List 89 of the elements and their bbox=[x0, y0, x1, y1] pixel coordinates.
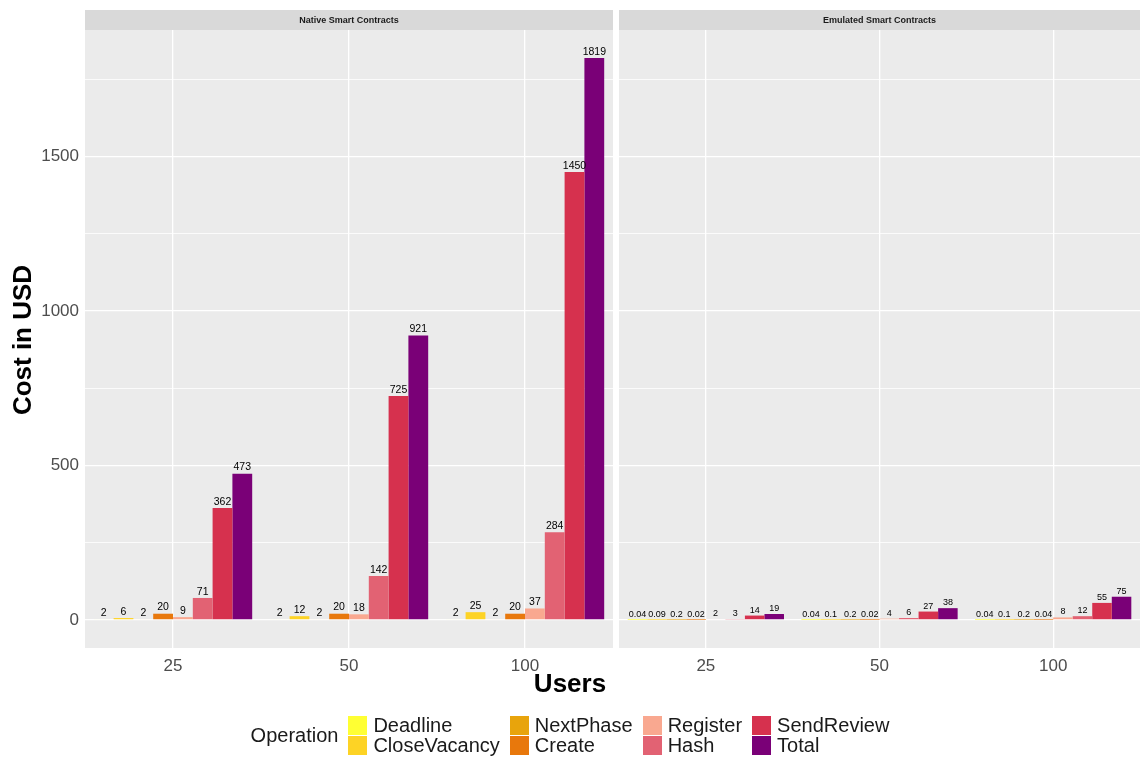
data-label: 18 bbox=[353, 600, 365, 613]
data-label: 9 bbox=[179, 603, 186, 616]
bar bbox=[938, 608, 958, 620]
bar bbox=[525, 608, 545, 620]
data-label: 38 bbox=[942, 597, 953, 608]
x-tick-label: 50 bbox=[339, 655, 359, 675]
data-label: 0.1 bbox=[998, 608, 1011, 619]
data-label: 75 bbox=[1116, 585, 1127, 596]
data-label: 0.2 bbox=[670, 608, 683, 619]
data-label: 284 bbox=[545, 518, 564, 531]
y-axis-title: Cost in USD bbox=[6, 264, 38, 416]
bar bbox=[192, 597, 213, 620]
data-label: 921 bbox=[409, 322, 428, 335]
bar bbox=[173, 617, 193, 620]
legend-label: Create bbox=[534, 734, 595, 756]
bar bbox=[408, 335, 429, 620]
data-label: 6 bbox=[120, 604, 127, 617]
data-label: 2 bbox=[713, 608, 719, 619]
bar bbox=[349, 614, 369, 620]
data-label: 25 bbox=[469, 598, 482, 611]
data-label: 2 bbox=[452, 605, 459, 618]
y-tick-label: 500 bbox=[50, 455, 79, 475]
data-label: 0.02 bbox=[860, 608, 879, 619]
data-label: 20 bbox=[333, 600, 346, 613]
data-label: 20 bbox=[157, 600, 170, 613]
data-label: 0.2 bbox=[1017, 608, 1031, 619]
data-label: 0.2 bbox=[843, 608, 857, 619]
bar bbox=[505, 613, 525, 620]
data-label: 71 bbox=[196, 584, 209, 597]
data-label: 1819 bbox=[582, 44, 607, 57]
data-label: 27 bbox=[923, 600, 934, 611]
data-label: 725 bbox=[389, 382, 408, 395]
x-tick-label: 25 bbox=[163, 655, 183, 675]
legend-label: NextPhase bbox=[534, 714, 633, 736]
data-label: 14 bbox=[749, 604, 760, 615]
y-tick-label: 1500 bbox=[41, 146, 79, 166]
data-label: 2 bbox=[316, 605, 323, 618]
bar bbox=[388, 395, 409, 620]
legend-label: SendReview bbox=[777, 714, 890, 736]
chart-title: Native Smart Contracts bbox=[85, 10, 613, 30]
data-label: 8 bbox=[1060, 606, 1066, 617]
legend-label: Register bbox=[667, 714, 743, 736]
legend-label: Deadline bbox=[373, 714, 453, 736]
bar bbox=[289, 616, 310, 620]
x-tick-label: 100 bbox=[1038, 655, 1068, 675]
data-label: 0.02 bbox=[687, 608, 705, 619]
chart-title: Emulated Smart Contracts bbox=[619, 10, 1140, 30]
data-label: 0.04 bbox=[1034, 608, 1053, 619]
legend-label: CloseVacancy bbox=[373, 734, 500, 756]
bar bbox=[368, 576, 389, 620]
bar bbox=[1072, 616, 1093, 620]
data-label: 0.09 bbox=[648, 608, 666, 619]
y-tick-label: 0 bbox=[69, 609, 79, 629]
data-label: 19 bbox=[769, 603, 780, 614]
data-label: 6 bbox=[906, 607, 912, 618]
data-label: 0.04 bbox=[976, 608, 994, 619]
x-tick-label: 25 bbox=[696, 655, 716, 675]
data-label: 3 bbox=[732, 607, 738, 618]
data-label: 0.1 bbox=[824, 608, 837, 619]
data-label: 2 bbox=[140, 605, 147, 618]
bar bbox=[212, 508, 233, 620]
legend-title: Operation bbox=[250, 723, 339, 747]
data-label: 0.04 bbox=[628, 608, 647, 619]
bar bbox=[329, 613, 349, 620]
bar bbox=[1111, 596, 1132, 620]
bar bbox=[1092, 602, 1112, 620]
data-label: 362 bbox=[213, 494, 232, 507]
bar bbox=[232, 473, 253, 620]
data-label: 37 bbox=[529, 595, 541, 608]
data-label: 12 bbox=[293, 602, 306, 615]
bar bbox=[564, 172, 585, 620]
data-label: 2 bbox=[100, 605, 107, 618]
data-label: 0.04 bbox=[802, 608, 820, 619]
bar bbox=[544, 532, 565, 620]
data-label: 473 bbox=[233, 460, 252, 473]
bar bbox=[584, 58, 605, 620]
data-label: 12 bbox=[1077, 605, 1088, 616]
data-label: 55 bbox=[1097, 591, 1108, 602]
data-label: 20 bbox=[509, 600, 522, 613]
bar bbox=[465, 612, 486, 620]
data-label: 142 bbox=[369, 562, 388, 575]
bar bbox=[153, 613, 173, 620]
legend-label: Total bbox=[777, 734, 820, 756]
bar bbox=[764, 614, 784, 620]
data-label: 2 bbox=[276, 605, 283, 618]
data-label: 2 bbox=[492, 605, 499, 618]
data-label: 4 bbox=[886, 607, 892, 618]
x-tick-label: 50 bbox=[870, 655, 889, 675]
y-tick-label: 1000 bbox=[41, 300, 79, 320]
